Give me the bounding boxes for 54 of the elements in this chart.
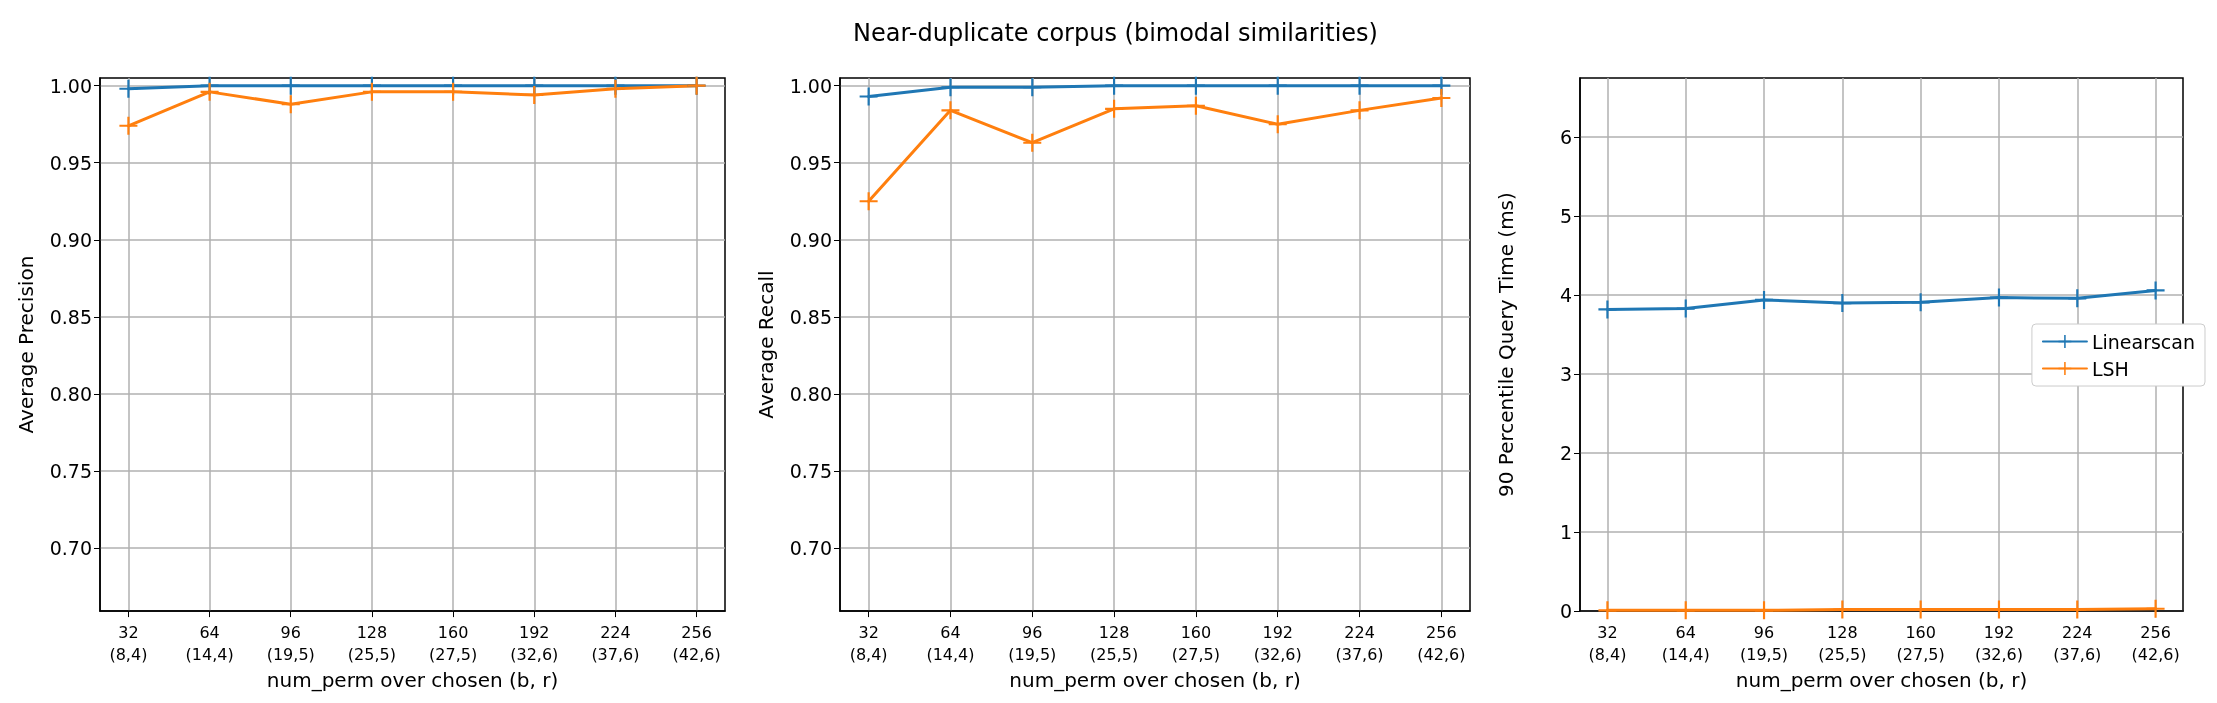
x-tick-label: 96 (19,5) [266,622,315,664]
x-tick-label: 96 (19,5) [1739,622,1789,664]
y-tick-label: 0.90 [49,228,92,251]
y-tick-label: 1.00 [789,74,832,97]
x-tick-label: 192 (32,6) [1253,622,1302,664]
x-axis-title: num_perm over chosen (b, r) [266,668,559,692]
x-tick-label: 32 (8,4) [849,622,888,664]
y-tick-label: 3 [1559,363,1572,386]
x-tick-label: 192 (32,6) [510,622,559,664]
y-tick-label: 4 [1559,284,1572,307]
y-tick-label: 0.80 [789,382,832,405]
y-tick-label: 0.85 [49,305,92,328]
x-tick-label: 224 (37,6) [591,622,640,664]
y-tick-label: 0.75 [49,459,92,482]
y-tick-label: 0.85 [789,305,832,328]
y-tick-label: 0.95 [789,151,832,174]
y-axis-title: Average Recall [754,270,778,419]
y-tick-label: 0.90 [789,228,832,251]
x-tick-label: 128 (25,5) [1090,622,1139,664]
y-tick-label: 0 [1559,600,1572,623]
y-axis-title: 90 Percentile Query Time (ms) [1494,192,1518,497]
x-tick-label: 256 (42,6) [1417,622,1466,664]
x-tick-label: 224 (37,6) [1335,622,1384,664]
y-tick-label: 0.70 [49,536,92,559]
x-tick-label: 128 (25,5) [1818,622,1867,664]
legend-label: Linearscan [2091,330,2196,353]
chart-title: Near-duplicate corpus (bimodal similarities) [853,19,1378,47]
legend-label: LSH [2091,357,2129,380]
x-tick-label: 32 (8,4) [1588,622,1627,664]
x-tick-label: 256 (42,6) [2131,622,2180,664]
y-tick-label: 0.75 [789,459,832,482]
x-tick-label: 160 (27,5) [1896,622,1945,664]
x-tick-label: 96 (19,5) [1008,622,1057,664]
y-tick-label: 0.80 [49,382,92,405]
y-tick-label: 2 [1559,442,1572,465]
x-tick-label: 256 (42,6) [672,622,721,664]
y-tick-label: 5 [1559,205,1572,228]
x-axis-title: num_perm over chosen (b, r) [1009,668,1301,692]
x-tick-label: 32 (8,4) [109,622,148,664]
y-tick-label: 6 [1559,126,1572,149]
y-tick-label: 1 [1559,521,1572,544]
y-tick-label: 0.95 [49,151,92,174]
y-tick-label: 1.00 [49,74,92,97]
x-tick-label: 64 (14,4) [926,622,975,664]
x-tick-label: 64 (14,4) [1661,622,1710,664]
x-tick-label: 128 (25,5) [347,622,396,664]
x-tick-label: 160 (27,5) [1171,622,1220,664]
x-tick-label: 192 (32,6) [1974,622,2024,664]
y-axis-title: Average Precision [14,255,38,434]
x-axis-title: num_perm over chosen (b, r) [1735,668,2028,692]
x-tick-label: 224 (37,6) [2053,622,2102,664]
x-tick-label: 64 (14,4) [185,622,234,664]
y-tick-label: 0.70 [789,536,832,559]
x-tick-label: 160 (27,5) [429,622,478,664]
